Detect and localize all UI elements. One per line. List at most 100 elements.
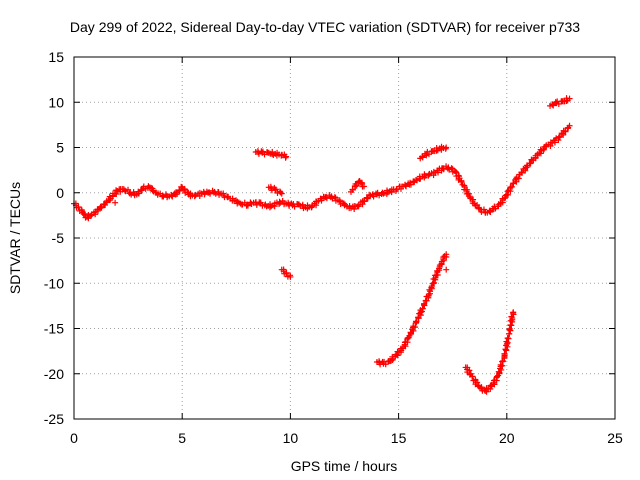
data-point [448, 165, 455, 172]
data-point [527, 160, 534, 167]
data-point [419, 154, 426, 161]
y-tick-label: -10 [44, 275, 64, 291]
data-point [353, 182, 360, 189]
data-point [336, 197, 343, 204]
data-point [272, 186, 279, 193]
x-axis-label: GPS time / hours [291, 458, 398, 474]
data-point [331, 194, 338, 201]
data-point [407, 329, 414, 336]
data-point [278, 190, 285, 197]
data-point [515, 175, 522, 182]
data-point [510, 180, 517, 187]
y-tick-label: -20 [44, 366, 64, 382]
data-point [443, 144, 450, 151]
data-point [419, 305, 426, 312]
data-point [549, 101, 556, 108]
data-point [487, 209, 494, 216]
data-point [287, 273, 294, 280]
data-point [532, 154, 539, 161]
data-point [169, 193, 176, 200]
x-tick-label: 15 [391, 430, 407, 446]
data-point [443, 251, 450, 258]
data-point [407, 181, 414, 188]
data-point [550, 102, 557, 109]
data-point [323, 195, 330, 202]
data-point [478, 384, 485, 391]
x-tick-label: 5 [178, 430, 186, 446]
y-tick-label: 10 [48, 94, 64, 110]
y-tick-label: 15 [48, 49, 64, 65]
data-point [257, 199, 264, 206]
data-point [207, 190, 214, 197]
data-point [566, 95, 573, 102]
data-point [283, 269, 290, 276]
data-point [244, 202, 251, 209]
data-point [81, 210, 88, 217]
data-point [466, 367, 473, 374]
chart-title: Day 299 of 2022, Sidereal Day-to-day VTE… [70, 19, 580, 35]
x-tick-label: 10 [283, 430, 299, 446]
data-points [71, 95, 573, 395]
data-point [443, 266, 450, 273]
data-point [121, 187, 128, 194]
data-point [524, 163, 531, 170]
data-point [518, 169, 525, 176]
data-point [566, 122, 573, 129]
data-point [562, 128, 569, 135]
data-point [499, 358, 506, 365]
y-tick-label: 0 [56, 185, 64, 201]
data-point [404, 335, 411, 342]
data-point [277, 189, 284, 196]
data-point [555, 134, 562, 141]
x-tick-label: 20 [499, 430, 515, 446]
y-tick-label: -5 [52, 230, 65, 246]
plot-frame [73, 56, 616, 420]
data-point [420, 301, 427, 308]
data-point [174, 191, 181, 198]
data-point [98, 204, 105, 211]
data-point [469, 373, 476, 380]
data-point [510, 309, 517, 316]
data-point [159, 192, 166, 199]
data-point [412, 324, 419, 331]
data-point [349, 186, 356, 193]
data-point [501, 195, 508, 202]
x-tick-label: 25 [607, 430, 623, 446]
data-point [436, 265, 443, 272]
data-point [480, 206, 487, 213]
y-axis-label: SDTVAR / TECUs [7, 182, 23, 294]
data-point [220, 190, 227, 197]
x-tick-label: 0 [70, 430, 78, 446]
axis-ticks: 0 5 10 15 20 25 15 10 5 0 -5 -10 -15 -20 -25 [44, 49, 623, 446]
data-point [506, 326, 513, 333]
data-point [501, 351, 508, 358]
data-point [358, 179, 365, 186]
data-point [428, 284, 435, 291]
data-point [276, 198, 283, 205]
data-point [135, 190, 142, 197]
data-point [269, 148, 276, 155]
data-point [504, 335, 511, 342]
data-point [149, 185, 156, 192]
data-point [148, 184, 155, 191]
data-point [413, 318, 420, 325]
data-point [498, 366, 505, 373]
data-point [364, 195, 371, 202]
data-point [556, 133, 563, 140]
data-point [361, 198, 368, 205]
y-tick-label: -25 [44, 411, 64, 427]
y-tick-label: -15 [44, 321, 64, 337]
data-point [176, 187, 183, 194]
y-tick-label: 5 [56, 140, 64, 156]
data-point [508, 183, 515, 190]
data-point [458, 178, 465, 185]
data-point [75, 203, 82, 210]
data-point [113, 187, 120, 194]
data-point [509, 315, 516, 322]
data-point [112, 199, 119, 206]
grid [74, 57, 615, 419]
data-point [97, 203, 104, 210]
data-point [283, 153, 290, 160]
data-point [360, 183, 367, 190]
